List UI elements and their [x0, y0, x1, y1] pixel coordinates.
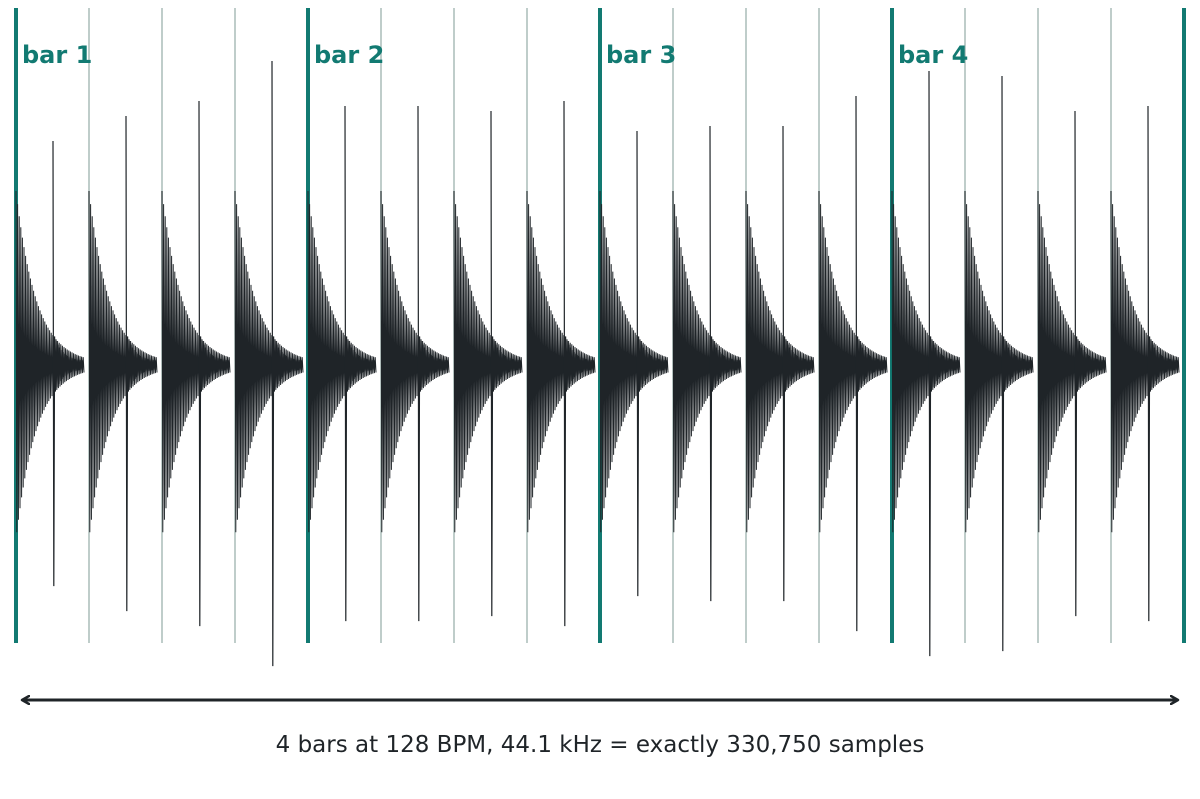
hat-wave [417, 105, 449, 622]
kick-wave [1037, 190, 1107, 533]
bar-label: bar 1 [22, 41, 92, 69]
hat-wave [125, 115, 157, 612]
hat-wave [271, 60, 303, 667]
hat-wave [1147, 105, 1179, 622]
kick-wave [672, 190, 742, 533]
kick-wave [380, 190, 450, 533]
hat-wave [928, 70, 960, 657]
hat-wave [490, 110, 522, 617]
hat-wave [52, 140, 84, 587]
bar-label: bar 3 [606, 41, 676, 69]
hat-wave [636, 130, 668, 597]
caption: 4 bars at 128 BPM, 44.1 kHz = exactly 33… [276, 732, 925, 758]
hat-wave [782, 125, 814, 602]
kick-wave [161, 190, 231, 533]
hat-wave [709, 125, 741, 602]
kick-wave [234, 190, 304, 533]
kick-wave [964, 190, 1034, 533]
kick-wave [453, 190, 523, 533]
kick-wave [818, 190, 888, 533]
hat-wave [855, 95, 887, 632]
waveform [15, 60, 1180, 667]
hat-wave [1001, 75, 1033, 652]
kick-wave [15, 190, 85, 533]
kick-wave [88, 190, 158, 533]
kick-wave [891, 190, 961, 533]
hat-wave [344, 105, 376, 622]
kick-wave [745, 190, 815, 533]
hat-wave [1074, 110, 1106, 617]
bar-label: bar 4 [898, 41, 968, 69]
hat-wave [198, 100, 230, 627]
bar-labels: bar 1 bar 2 bar 3 bar 4 [22, 41, 968, 69]
kick-wave [1110, 190, 1180, 533]
kick-wave [526, 190, 596, 533]
bar-label: bar 2 [314, 41, 384, 69]
kick-wave [599, 190, 669, 533]
hat-wave [563, 100, 595, 627]
kick-wave [307, 190, 377, 533]
